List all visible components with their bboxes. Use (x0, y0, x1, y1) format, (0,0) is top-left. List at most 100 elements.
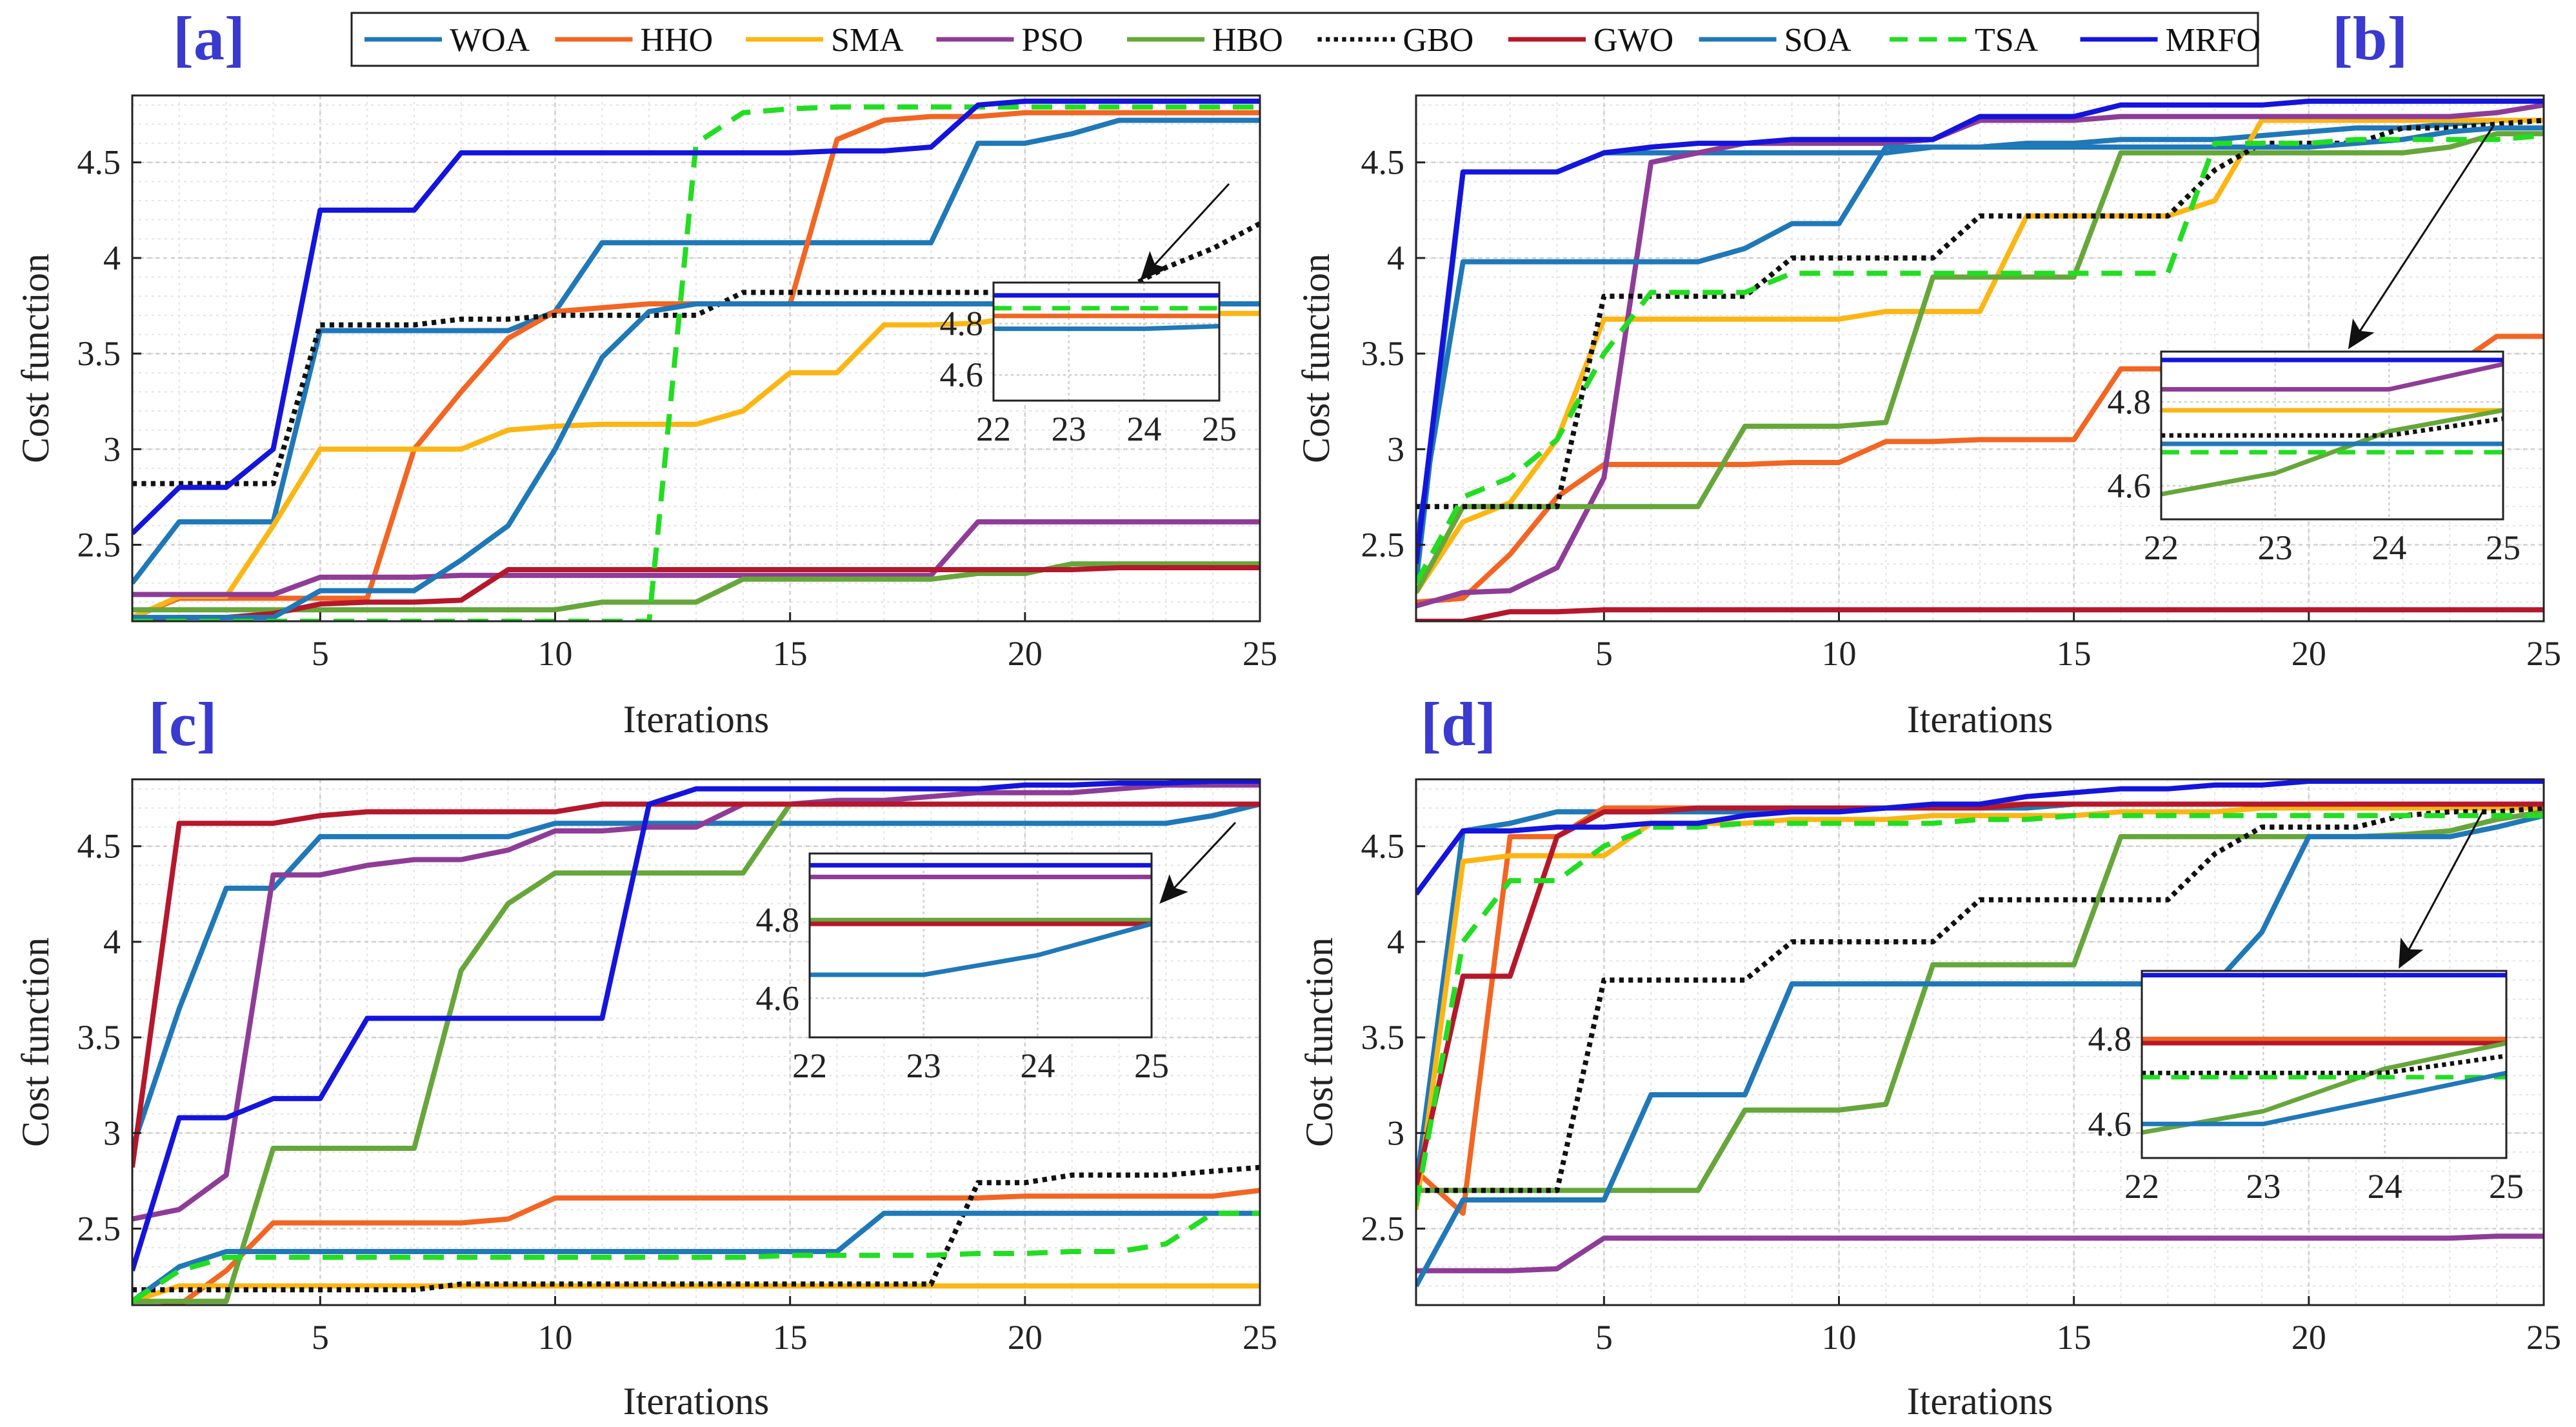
inset-arrow-2 (1159, 821, 1237, 904)
panel-c-series-soa (132, 1210, 1260, 1304)
panel-c-series-gbo (132, 1164, 1260, 1293)
panel-d-series-lines (1416, 779, 2544, 1288)
panel-d-inset-ytick-label: 4.6 (2088, 1104, 2132, 1143)
panel-a-inset-xtick-label: 23 (1052, 410, 1086, 448)
panel-a-ytick-label: 4.5 (77, 143, 121, 182)
legend-label-hho: HHO (641, 22, 714, 59)
panel-b-series-mrfo (1416, 98, 2544, 564)
panel-d-y-axis-label: Cost function (1298, 937, 1341, 1147)
panel-c-panel-label: [c] (148, 690, 217, 759)
panel-a-inset-xtick-label: 25 (1202, 410, 1237, 448)
panel-b-ytick-label: 4 (1387, 239, 1404, 277)
inset-arrow-3 (2399, 809, 2485, 969)
panel-d-plot-clip (1416, 779, 2544, 1288)
panel-d-series-gwo (1416, 801, 2544, 1188)
panel-b-inset-xtick-label: 24 (2371, 528, 2406, 567)
legend-label-pso: PSO (1022, 22, 1083, 59)
panel-d-inset: 22 23 24 25 4.6 4.8 (2088, 970, 2524, 1206)
panel-d-xtick-label: 20 (2291, 1318, 2326, 1357)
panel-c-inset-ytick-label: 4.6 (756, 979, 800, 1017)
panel-c: 5 10 15 20 25 2.5 3 3.5 4 4.5 Iterations Cost funct… (14, 690, 1277, 1422)
panel-b-series-lines (1416, 98, 2544, 621)
panel-a-inset-series-woa (993, 324, 1219, 332)
legend: WOA HHO SMA PSO HBO GBO GWO SOA TSA MRFO (350, 12, 2261, 67)
panel-c-series-lines (132, 779, 1260, 1305)
legend-item-tsa: TSA (1890, 22, 2039, 59)
panel-c-series-sma (132, 1283, 1260, 1304)
legend-item-soa: SOA (1699, 22, 1852, 59)
panel-a-ytick-label: 3 (103, 430, 121, 468)
panel-b-series-pso (1416, 102, 2544, 609)
panel-a-y-axis-label: Cost function (14, 254, 57, 463)
panel-b-series-gwo (1416, 607, 2544, 621)
panel-a-series-gwo (132, 565, 1260, 621)
panel-d-series-sma (1416, 805, 2544, 1210)
legend-item-woa: WOA (364, 22, 530, 59)
legend-item-pso: PSO (936, 22, 1083, 59)
inset-arrow-1 (2348, 125, 2495, 350)
panel-c-xtick-label: 25 (1243, 1318, 1277, 1357)
legend-label-mrfo: MRFO (2166, 22, 2261, 59)
panel-d-series-tsa (1416, 813, 2544, 1206)
panel-b-inset-series-pso (2161, 362, 2503, 392)
panel-b-inset-xtick-label: 22 (2144, 528, 2179, 567)
panel-d-xtick-label: 5 (1595, 1318, 1613, 1357)
panel-b-ytick-label: 2.5 (1361, 525, 1405, 564)
panel-c-inset-xtick-label: 22 (792, 1046, 827, 1085)
panels: 5 10 15 20 25 2.5 3 3.5 4 4.5 Iterations Cost funct… (14, 4, 2561, 1422)
panel-c-inset-series-lines (810, 863, 1152, 977)
inset-arrow-0 (1140, 183, 1230, 281)
panel-c-inset-frame (808, 852, 1153, 1039)
panel-c-ytick-label: 4.5 (77, 827, 121, 866)
panel-c-plot-clip (132, 779, 1260, 1305)
panel-d-xtick-label: 15 (2057, 1318, 2092, 1357)
panel-a-inset-clip (993, 293, 1219, 332)
panel-c-ytick-label: 3 (103, 1113, 121, 1152)
panel-d-inset-series-lines (2142, 973, 2506, 1135)
panel-c-series-gwo (132, 801, 1260, 1168)
panel-c-ytick-label: 2.5 (77, 1209, 121, 1248)
panel-b-inset-clip (2161, 357, 2503, 497)
panel-c-inset-xtick-label: 23 (906, 1046, 941, 1085)
panel-c-xtick-label: 15 (773, 1318, 808, 1357)
legend-item-mrfo: MRFO (2080, 22, 2261, 59)
panel-a-series-tsa (132, 104, 1260, 621)
panel-b-ytick-label: 3 (1387, 430, 1404, 468)
panel-c-series-pso (132, 782, 1260, 1222)
legend-label-gbo: GBO (1403, 22, 1474, 59)
panel-b-x-axis-label: Iterations (1907, 698, 2053, 741)
panel-b-xtick-label: 25 (2526, 634, 2561, 673)
panel-a-panel-label: [a] (173, 4, 245, 73)
legend-box (350, 12, 2259, 67)
panel-a-inset-xtick-label: 24 (1126, 410, 1161, 448)
panel-d-xtick-label: 25 (2526, 1318, 2561, 1357)
panel-b-xtick-label: 5 (1595, 634, 1613, 673)
panel-c-ytick-label: 4 (103, 923, 121, 961)
panel-a-xtick-label: 20 (1008, 634, 1043, 673)
panel-d-inset-xtick-label: 25 (2489, 1167, 2524, 1206)
panel-a-inset-plot-area (993, 283, 1219, 401)
panel-a-x-axis-label: Iterations (623, 698, 770, 741)
panel-d-axes-frame (1415, 778, 2545, 1306)
panel-b-series-tsa (1416, 133, 2544, 584)
panel-d-ytick-label: 4.5 (1361, 827, 1405, 866)
legend-label-tsa: TSA (1975, 22, 2039, 59)
panel-d-ytick-label: 2.5 (1361, 1209, 1405, 1248)
panel-b-inset-ytick-label: 4.6 (2108, 466, 2152, 505)
panel-d-ytick-label: 3.5 (1361, 1018, 1405, 1057)
panel-c-xtick-label: 5 (312, 1318, 329, 1357)
panel-d-series-gbo (1416, 805, 2544, 1193)
panel-c-inset-plot-area (810, 853, 1152, 1037)
panel-b-series-soa (1416, 125, 2544, 546)
panel-a-inset: 22 23 24 25 4.6 4.8 (940, 281, 1237, 448)
panel-a-xtick-label: 5 (312, 634, 329, 673)
panel-b-inset: 22 23 24 25 4.6 4.8 (2108, 350, 2521, 567)
panel-c-inset-series-woa (810, 921, 1152, 977)
panel-b-panel-label: [b] (2332, 4, 2408, 73)
panel-a-ytick-label: 3.5 (77, 334, 121, 373)
panel-a-inset-frame (992, 281, 1221, 402)
panel-b-xtick-label: 15 (2057, 634, 2092, 673)
panel-b-ytick-label: 3.5 (1361, 334, 1405, 373)
panel-c-x-axis-label: Iterations (623, 1380, 770, 1422)
